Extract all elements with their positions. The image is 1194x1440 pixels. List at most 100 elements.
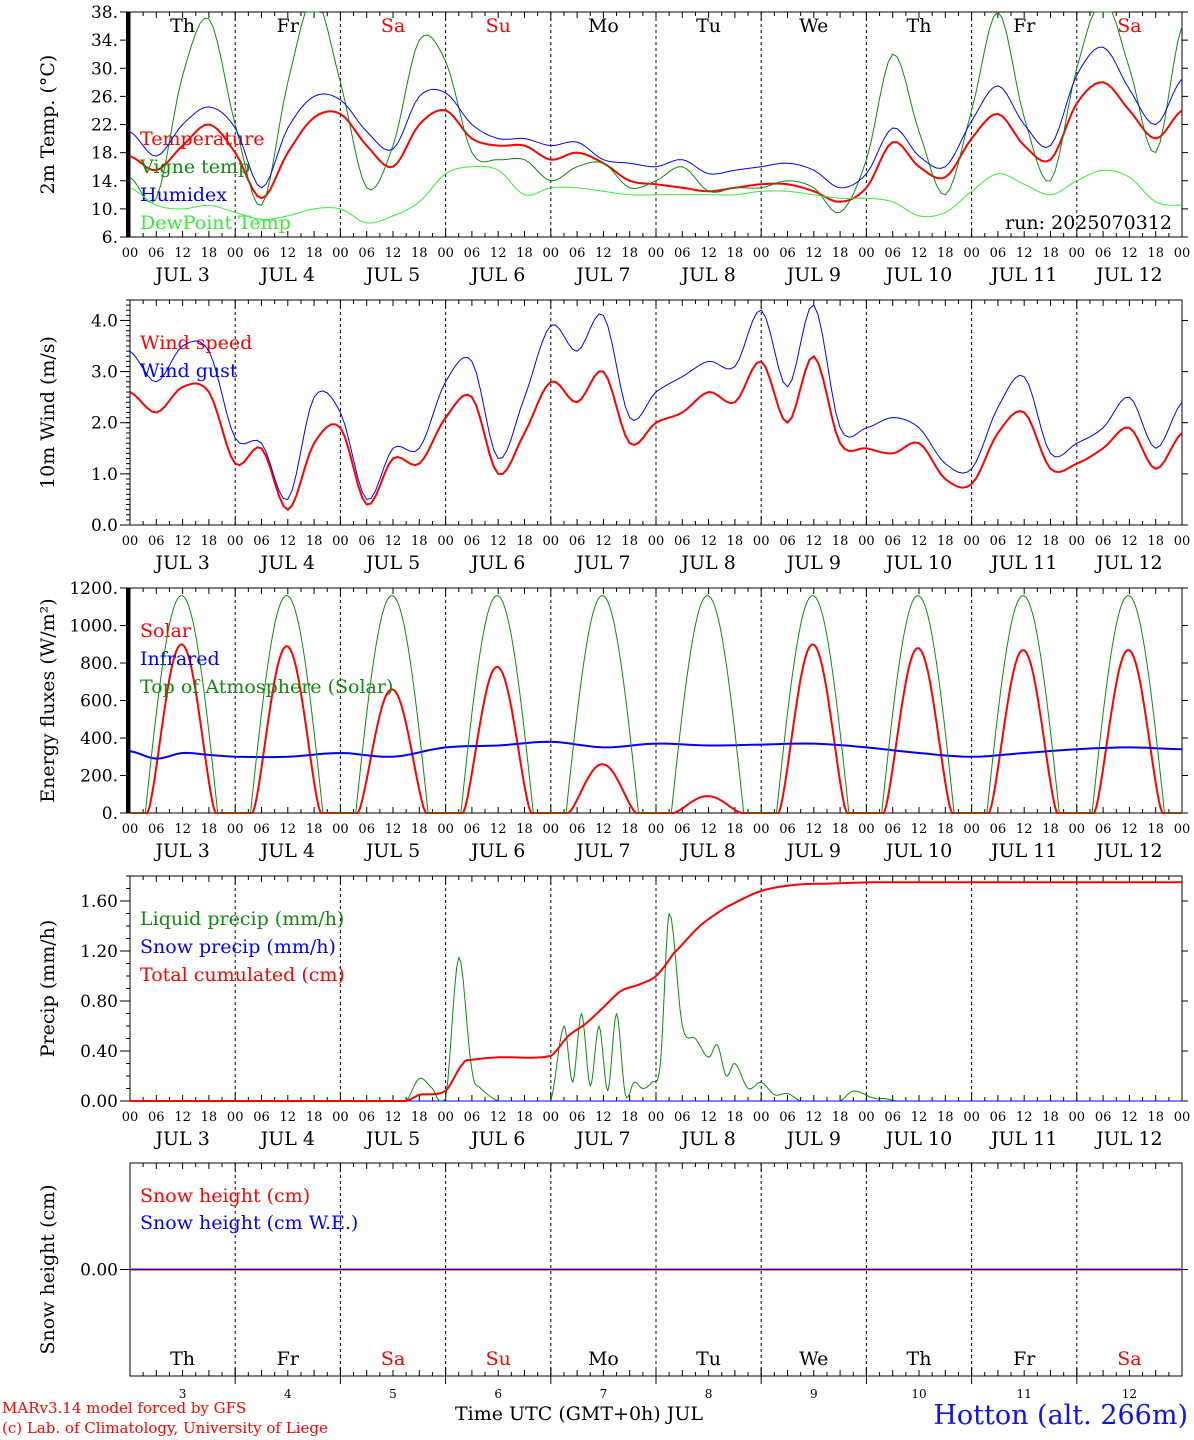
series-line-vigne-temp bbox=[129, 11, 1183, 214]
x-date-label: JUL 9 bbox=[785, 552, 841, 574]
x-hour-label: 12 bbox=[700, 246, 717, 261]
x-hour-label: 00 bbox=[437, 246, 454, 261]
y-tick-label: 2.0 bbox=[91, 414, 118, 434]
day-of-week-label: Mo bbox=[588, 15, 619, 37]
day-of-week-label: Tu bbox=[696, 15, 721, 37]
x-hour-label: 06 bbox=[148, 534, 165, 549]
x-hour-label: 12 bbox=[1121, 246, 1138, 261]
day-of-week-label: Su bbox=[486, 15, 511, 37]
x-hour-label: 18 bbox=[516, 534, 533, 549]
x-date-label: JUL 5 bbox=[364, 264, 420, 286]
x-hour-label: 06 bbox=[884, 534, 901, 549]
x-hour-label: 06 bbox=[253, 246, 270, 261]
legend-dewpoint-temp: DewPoint Temp bbox=[140, 212, 291, 234]
x-date-label: JUL 4 bbox=[259, 264, 315, 286]
x-hour-label: 18 bbox=[1042, 534, 1059, 549]
x-hour-label: 18 bbox=[201, 534, 218, 549]
x-hour-label: 18 bbox=[306, 246, 323, 261]
series-line-wind-speed bbox=[129, 355, 1183, 511]
x-hour-label: 12 bbox=[595, 534, 612, 549]
y-tick-label: 6. bbox=[102, 228, 118, 248]
x-date-label: JUL 10 bbox=[884, 552, 952, 574]
run-annotation: run: 2025070312 bbox=[1005, 212, 1172, 234]
legend-temperature: Temperature bbox=[140, 128, 264, 150]
day-of-week-label: We bbox=[799, 15, 828, 37]
y-axis-title: 10m Wind (m/s) bbox=[37, 336, 59, 489]
x-date-label: JUL 7 bbox=[574, 264, 630, 286]
x-hour-label: 00 bbox=[122, 534, 139, 549]
x-hour-label: 06 bbox=[253, 534, 270, 549]
x-hour-label: 00 bbox=[437, 534, 454, 549]
x-hour-label: 00 bbox=[332, 246, 349, 261]
x-hour-label: 00 bbox=[227, 534, 244, 549]
x-hour-label: 18 bbox=[516, 246, 533, 261]
x-hour-label: 18 bbox=[832, 246, 849, 261]
x-hour-label: 06 bbox=[569, 246, 586, 261]
x-date-label: JUL 8 bbox=[679, 552, 735, 574]
y-tick-label: 18. bbox=[91, 144, 118, 164]
day-of-week-label: Th bbox=[907, 15, 932, 37]
x-hour-label: 12 bbox=[385, 246, 402, 261]
x-date-label: JUL 3 bbox=[153, 552, 209, 574]
x-hour-label: 06 bbox=[884, 246, 901, 261]
x-hour-label: 00 bbox=[543, 534, 560, 549]
x-hour-label: 18 bbox=[937, 246, 954, 261]
x-hour-label: 18 bbox=[411, 534, 428, 549]
x-hour-label: 18 bbox=[832, 534, 849, 549]
y-tick-label: 1.0 bbox=[91, 465, 118, 485]
x-hour-label: 12 bbox=[1016, 246, 1033, 261]
x-hour-label: 00 bbox=[1174, 246, 1191, 261]
x-hour-label: 06 bbox=[990, 246, 1007, 261]
y-tick-label: 26. bbox=[91, 87, 118, 107]
x-hour-label: 06 bbox=[674, 534, 691, 549]
series-line-humidex bbox=[129, 46, 1183, 189]
x-hour-label: 12 bbox=[280, 534, 297, 549]
x-hour-label: 12 bbox=[806, 534, 823, 549]
y-tick-label: 400. bbox=[80, 729, 118, 749]
x-hour-label: 00 bbox=[122, 246, 139, 261]
x-hour-label: 18 bbox=[306, 534, 323, 549]
x-date-label: JUL 6 bbox=[469, 264, 525, 286]
x-hour-label: 06 bbox=[674, 246, 691, 261]
x-hour-label: 00 bbox=[648, 246, 665, 261]
x-hour-label: 12 bbox=[280, 246, 297, 261]
x-hour-label: 18 bbox=[1042, 246, 1059, 261]
x-hour-label: 18 bbox=[1147, 534, 1164, 549]
x-hour-label: 06 bbox=[779, 534, 796, 549]
y-tick-label: 30. bbox=[91, 59, 118, 79]
legend-humidex: Humidex bbox=[140, 184, 227, 206]
x-date-label: JUL 6 bbox=[469, 552, 525, 574]
y-tick-label: 34. bbox=[91, 31, 118, 51]
x-hour-label: 18 bbox=[411, 246, 428, 261]
x-hour-label: 06 bbox=[464, 534, 481, 549]
y-axis-title: 2m Temp. (°C) bbox=[37, 55, 59, 195]
x-hour-label: 00 bbox=[753, 534, 770, 549]
y-tick-label: 22. bbox=[91, 116, 118, 136]
x-hour-label: 00 bbox=[963, 534, 980, 549]
x-hour-label: 00 bbox=[858, 246, 875, 261]
x-hour-label: 00 bbox=[227, 246, 244, 261]
x-hour-label: 06 bbox=[464, 246, 481, 261]
x-hour-label: 18 bbox=[621, 534, 638, 549]
x-hour-label: 12 bbox=[700, 534, 717, 549]
panel-frame bbox=[129, 587, 1183, 814]
x-hour-label: 00 bbox=[858, 534, 875, 549]
x-hour-label: 06 bbox=[779, 246, 796, 261]
x-hour-label: 18 bbox=[727, 246, 744, 261]
x-hour-label: 18 bbox=[201, 246, 218, 261]
x-hour-label: 12 bbox=[490, 534, 507, 549]
y-tick-label: 0. bbox=[102, 804, 118, 824]
series-line-dewpoint-temp bbox=[129, 165, 1183, 224]
x-hour-label: 18 bbox=[727, 534, 744, 549]
x-hour-label: 12 bbox=[1121, 534, 1138, 549]
day-of-week-label: Sa bbox=[381, 15, 405, 37]
x-hour-label: 12 bbox=[595, 246, 612, 261]
x-hour-label: 00 bbox=[332, 534, 349, 549]
x-hour-label: 18 bbox=[937, 534, 954, 549]
x-date-label: JUL 12 bbox=[1094, 552, 1162, 574]
x-date-label: JUL 4 bbox=[259, 552, 315, 574]
y-tick-label: 1000. bbox=[69, 617, 118, 637]
x-hour-label: 12 bbox=[174, 246, 191, 261]
x-date-label: JUL 3 bbox=[153, 264, 209, 286]
x-hour-label: 18 bbox=[1147, 246, 1164, 261]
